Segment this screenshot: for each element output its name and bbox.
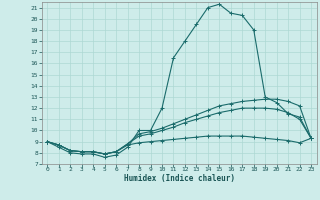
X-axis label: Humidex (Indice chaleur): Humidex (Indice chaleur) xyxy=(124,174,235,183)
